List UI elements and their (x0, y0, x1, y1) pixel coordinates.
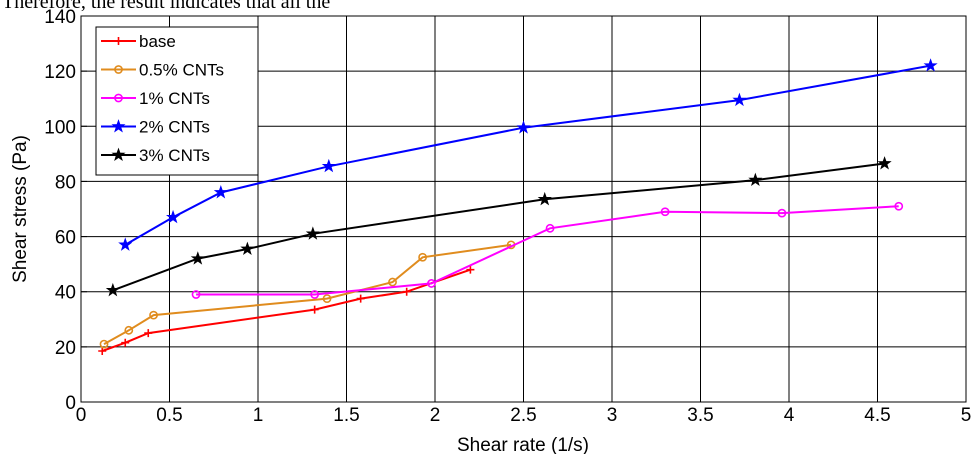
plus-marker (98, 346, 107, 355)
star-marker (111, 119, 126, 133)
x-tick-label: 4 (784, 405, 795, 426)
star-marker (118, 237, 133, 251)
star-marker (240, 241, 255, 255)
series-2 (191, 201, 904, 299)
circle-marker (777, 208, 787, 218)
axis-ticks: 0 0.5 1 1.5 2 2.5 3 3.5 4 4.5 5 0 20 40 60 80 100 120 140 (44, 7, 971, 426)
x-axis-label: Shear rate (1/s) (457, 435, 589, 454)
x-tick-label: 3 (607, 405, 618, 426)
y-tick-label: 120 (44, 62, 76, 83)
star-marker (213, 185, 228, 199)
star-marker (537, 191, 552, 206)
circle-marker (191, 290, 201, 299)
circle-marker (545, 223, 555, 233)
x-tick-label: 0.5 (156, 405, 182, 426)
legend-entry-3: 2% CNTs (101, 118, 210, 137)
plus-marker (402, 287, 411, 296)
y-tick-label: 20 (55, 338, 76, 359)
x-tick-label: 1.5 (333, 405, 359, 426)
plus-marker (356, 294, 365, 303)
x-tick-label: 5 (961, 405, 972, 426)
plus-marker (144, 329, 153, 338)
circle-marker (114, 93, 123, 103)
star-marker (111, 147, 126, 161)
header-text-fragment: Therefore, the result indicates that all… (2, 0, 331, 13)
x-tick-label: 4.5 (864, 405, 890, 426)
x-tick-label: 3.5 (687, 405, 713, 426)
legend-label: base (139, 32, 176, 51)
legend-label: 0.5% CNTs (139, 61, 224, 80)
x-tick-label: 2 (430, 405, 441, 426)
series-group (98, 58, 938, 355)
y-axis-label: Shear stress (Pa) (10, 135, 31, 283)
circle-marker (149, 310, 158, 320)
legend-entry-2: 1% CNTs (101, 89, 210, 108)
star-marker (923, 58, 938, 72)
legend-label: 1% CNTs (139, 89, 210, 108)
x-tick-label: 0 (76, 405, 87, 426)
legend-entry-1: 0.5% CNTs (101, 61, 224, 80)
x-tick-label: 1 (253, 405, 264, 426)
legend-label: 2% CNTs (139, 118, 210, 137)
circle-marker (388, 277, 397, 287)
circle-marker (660, 207, 670, 217)
circle-marker (114, 65, 123, 74)
series-line (103, 243, 512, 345)
star-marker (165, 209, 181, 224)
star-marker (105, 282, 120, 297)
circle-marker (427, 279, 436, 288)
series-line (196, 205, 899, 296)
series-1 (99, 240, 516, 349)
star-marker (190, 251, 205, 265)
star-marker (516, 120, 531, 134)
plus-marker (114, 37, 123, 45)
y-tick-label: 140 (44, 7, 76, 28)
series-4 (105, 156, 892, 297)
legend-entry-0: base (101, 32, 176, 51)
legend-entry-4: 3% CNTs (101, 146, 210, 165)
circle-marker (310, 290, 320, 299)
y-tick-label: 100 (44, 117, 76, 138)
legend-box (95, 26, 259, 176)
plus-marker (310, 305, 319, 314)
star-marker (877, 156, 892, 170)
star-marker (305, 226, 320, 240)
legend-label: 3% CNTs (139, 146, 210, 165)
x-tick-label: 2.5 (510, 405, 536, 426)
circle-marker (894, 201, 904, 211)
plus-marker (466, 265, 475, 274)
circle-marker (418, 252, 428, 262)
y-tick-label: 0 (65, 393, 76, 414)
series-0 (98, 265, 475, 355)
y-tick-label: 60 (55, 228, 76, 249)
legend: base 0.5% CNTs 1% CNTs 2% CNTs 3% CNTs (95, 26, 259, 176)
y-tick-label: 40 (55, 283, 76, 304)
y-tick-label: 80 (55, 172, 76, 193)
circle-marker (322, 294, 332, 304)
circle-marker (124, 325, 134, 335)
series-3 (118, 58, 938, 251)
star-marker (748, 172, 763, 187)
star-marker (732, 92, 747, 107)
plus-marker (121, 338, 130, 347)
star-marker (321, 158, 336, 173)
circle-marker (99, 339, 109, 349)
